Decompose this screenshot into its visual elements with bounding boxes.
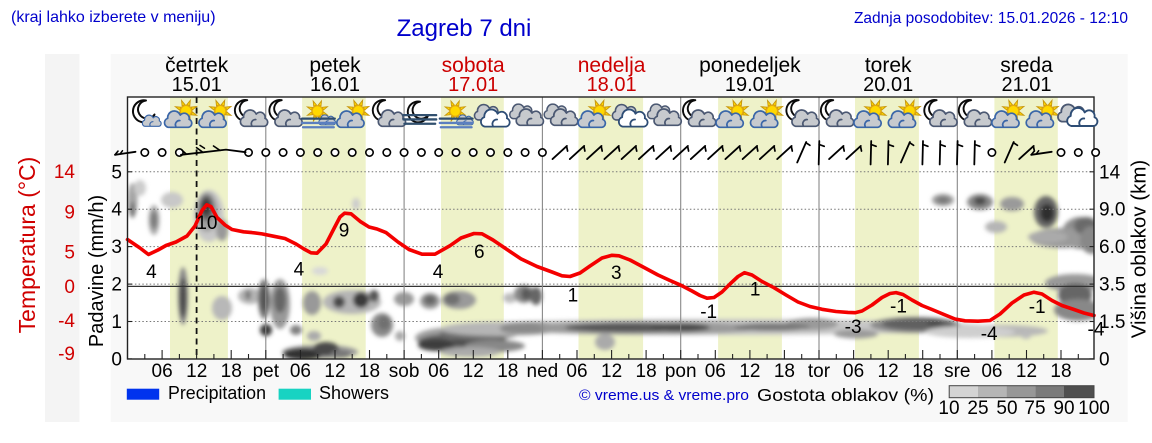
svg-text:12: 12	[1016, 361, 1037, 382]
svg-text:12: 12	[739, 361, 760, 382]
svg-text:06: 06	[290, 361, 311, 382]
svg-text:-1: -1	[700, 302, 717, 323]
svg-text:06: 06	[981, 361, 1002, 382]
svg-text:4: 4	[111, 200, 122, 221]
svg-text:sob: sob	[389, 361, 420, 382]
svg-text:pon: pon	[665, 361, 697, 382]
svg-text:06: 06	[566, 361, 587, 382]
svg-text:9: 9	[339, 220, 350, 241]
svg-text:14: 14	[1099, 162, 1121, 183]
svg-text:100: 100	[1078, 398, 1110, 419]
svg-text:12: 12	[324, 361, 345, 382]
svg-text:ned: ned	[527, 361, 559, 382]
svg-text:sreda: sreda	[1000, 54, 1053, 77]
svg-text:Gostota oblakov (%): Gostota oblakov (%)	[757, 385, 934, 405]
svg-text:18: 18	[774, 361, 795, 382]
svg-text:18: 18	[359, 361, 380, 382]
svg-text:4: 4	[146, 262, 157, 283]
svg-text:3: 3	[111, 237, 122, 258]
svg-text:20.01: 20.01	[863, 74, 913, 96]
svg-text:10: 10	[938, 398, 959, 419]
svg-text:-4: -4	[981, 324, 998, 345]
svg-text:5: 5	[111, 162, 122, 183]
svg-text:18.01: 18.01	[587, 74, 637, 96]
svg-text:1: 1	[111, 312, 122, 333]
svg-text:Zagreb 7 dni: Zagreb 7 dni	[397, 15, 532, 42]
svg-text:12: 12	[463, 361, 484, 382]
svg-text:19.01: 19.01	[725, 74, 775, 96]
svg-text:0: 0	[111, 349, 122, 370]
svg-text:petek: petek	[309, 54, 361, 77]
svg-text:06: 06	[152, 361, 173, 382]
svg-text:9: 9	[64, 203, 75, 224]
svg-text:četrtek: četrtek	[165, 54, 229, 77]
svg-text:06: 06	[705, 361, 726, 382]
svg-text:18: 18	[912, 361, 933, 382]
svg-text:06: 06	[428, 361, 449, 382]
svg-text:(kraj lahko izberete v meniju): (kraj lahko izberete v meniju)	[11, 9, 216, 26]
svg-text:90: 90	[1053, 398, 1074, 419]
svg-text:21.01: 21.01	[1001, 74, 1051, 96]
svg-text:6: 6	[474, 242, 485, 263]
svg-text:1: 1	[568, 285, 579, 306]
svg-text:18: 18	[221, 361, 242, 382]
svg-text:12: 12	[186, 361, 207, 382]
svg-text:0: 0	[1099, 349, 1110, 370]
svg-text:9.0: 9.0	[1099, 200, 1125, 221]
svg-text:tor: tor	[808, 361, 831, 382]
svg-text:sre: sre	[944, 361, 970, 382]
svg-text:-3: -3	[845, 317, 862, 338]
svg-text:3.5: 3.5	[1099, 275, 1125, 296]
svg-text:0: 0	[64, 277, 75, 298]
svg-text:1.5: 1.5	[1099, 312, 1125, 333]
svg-text:Temperatura (°C): Temperatura (°C)	[14, 157, 40, 334]
svg-text:pet: pet	[253, 361, 280, 382]
svg-text:2: 2	[111, 275, 122, 296]
svg-text:3: 3	[611, 263, 622, 284]
svg-text:12: 12	[601, 361, 622, 382]
svg-text:Zadnja posodobitev: 15.01.2026: Zadnja posodobitev: 15.01.2026 - 12:10	[854, 10, 1128, 27]
svg-text:-1: -1	[1029, 297, 1046, 318]
svg-text:75: 75	[1024, 398, 1045, 419]
svg-text:nedelja: nedelja	[578, 54, 646, 77]
svg-text:17.01: 17.01	[448, 74, 498, 96]
svg-text:12: 12	[878, 361, 899, 382]
svg-text:5: 5	[64, 243, 75, 264]
svg-text:10: 10	[196, 213, 217, 234]
svg-text:-4: -4	[1088, 320, 1105, 341]
svg-text:Precipitation: Precipitation	[168, 383, 266, 403]
svg-text:6.0: 6.0	[1099, 237, 1125, 258]
svg-text:50: 50	[996, 398, 1017, 419]
svg-text:© vreme.us & vreme.pro: © vreme.us & vreme.pro	[579, 387, 749, 404]
svg-text:16.01: 16.01	[310, 74, 360, 96]
svg-text:25: 25	[967, 398, 988, 419]
svg-text:4: 4	[294, 260, 305, 281]
svg-text:-9: -9	[58, 344, 75, 365]
svg-text:18: 18	[1050, 361, 1071, 382]
svg-text:Showers: Showers	[319, 383, 389, 403]
svg-text:ponedeljek: ponedeljek	[699, 54, 801, 77]
svg-text:4: 4	[433, 262, 444, 283]
svg-text:14: 14	[54, 162, 76, 183]
svg-text:Padavine (mm/h): Padavine (mm/h)	[86, 195, 108, 347]
svg-text:-4: -4	[58, 311, 75, 332]
svg-text:sobota: sobota	[442, 54, 505, 77]
svg-text:1: 1	[750, 280, 761, 301]
svg-text:18: 18	[636, 361, 657, 382]
svg-text:torek: torek	[865, 54, 912, 77]
svg-text:Višina oblakov (km): Višina oblakov (km)	[1128, 160, 1151, 339]
svg-text:18: 18	[497, 361, 518, 382]
svg-text:06: 06	[843, 361, 864, 382]
svg-text:-1: -1	[890, 297, 907, 318]
svg-text:15.01: 15.01	[172, 74, 222, 96]
